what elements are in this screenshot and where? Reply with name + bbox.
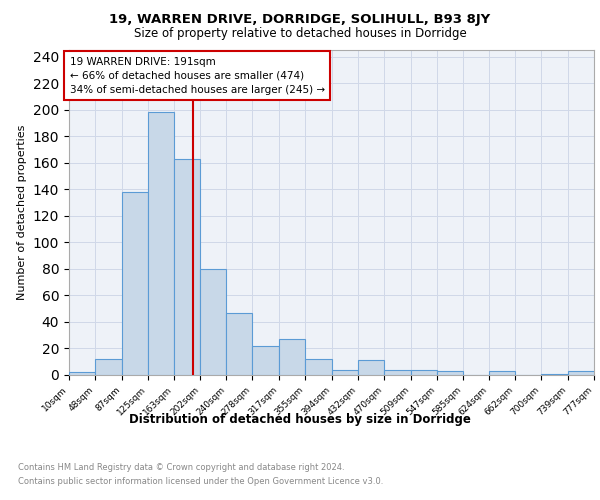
Bar: [384, 370, 410, 375]
Bar: [358, 360, 384, 375]
Y-axis label: Number of detached properties: Number of detached properties: [17, 125, 27, 300]
Bar: [226, 312, 253, 375]
Bar: [200, 269, 226, 375]
Bar: [410, 370, 437, 375]
Bar: [122, 192, 148, 375]
Bar: [174, 159, 200, 375]
Text: Contains public sector information licensed under the Open Government Licence v3: Contains public sector information licen…: [18, 478, 383, 486]
Bar: [305, 359, 332, 375]
Bar: [95, 359, 122, 375]
Bar: [279, 339, 305, 375]
Bar: [437, 371, 463, 375]
Text: Size of property relative to detached houses in Dorridge: Size of property relative to detached ho…: [134, 28, 466, 40]
Bar: [148, 112, 174, 375]
Bar: [489, 371, 515, 375]
Bar: [332, 370, 358, 375]
Text: Distribution of detached houses by size in Dorridge: Distribution of detached houses by size …: [129, 412, 471, 426]
Text: Contains HM Land Registry data © Crown copyright and database right 2024.: Contains HM Land Registry data © Crown c…: [18, 462, 344, 471]
Bar: [568, 371, 594, 375]
Bar: [253, 346, 279, 375]
Text: 19 WARREN DRIVE: 191sqm
← 66% of detached houses are smaller (474)
34% of semi-d: 19 WARREN DRIVE: 191sqm ← 66% of detache…: [70, 56, 325, 94]
Bar: [69, 372, 95, 375]
Text: 19, WARREN DRIVE, DORRIDGE, SOLIHULL, B93 8JY: 19, WARREN DRIVE, DORRIDGE, SOLIHULL, B9…: [109, 12, 491, 26]
Bar: [541, 374, 568, 375]
